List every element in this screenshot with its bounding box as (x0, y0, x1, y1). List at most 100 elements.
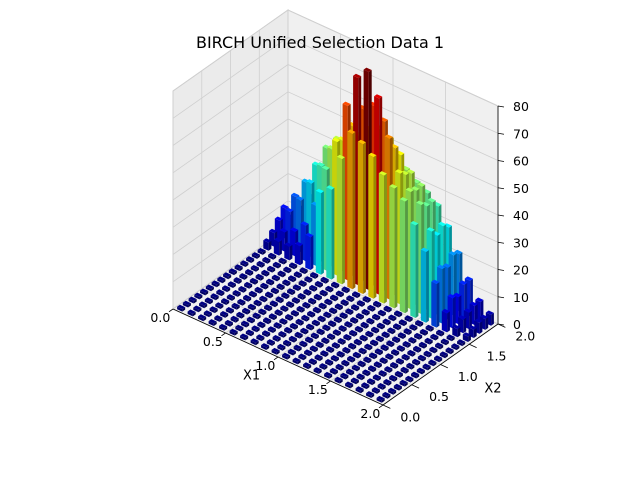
bar (309, 284, 318, 292)
bar-top-face (298, 280, 307, 285)
bar-front-face (294, 243, 301, 266)
bar-side-face (420, 322, 424, 327)
bar-top-face (330, 294, 339, 299)
bar (324, 371, 333, 379)
bar-front-face (294, 333, 300, 339)
bar-front-face (259, 297, 265, 303)
bar-side-face (320, 343, 324, 349)
bar-top-face (203, 310, 212, 315)
bar (367, 378, 376, 386)
bar-front-face (388, 389, 394, 395)
bar-front-face (203, 312, 210, 318)
bar-front-face (370, 341, 376, 347)
bar-side-face (272, 341, 275, 346)
bar-side-face (405, 369, 409, 374)
bar-side-face (236, 305, 240, 310)
bar (289, 322, 298, 330)
bar-side-face (441, 332, 445, 337)
bar-side-face (304, 269, 308, 275)
bar (294, 241, 303, 266)
bar-front-face (305, 234, 311, 270)
bar-front-face (283, 341, 289, 347)
bar-top-face (263, 238, 272, 243)
z-tick (497, 187, 505, 190)
bar-top-face (240, 333, 249, 338)
bar (354, 325, 363, 333)
bar-top-face (340, 372, 349, 378)
bar-top-face (325, 285, 334, 291)
bar (304, 276, 313, 283)
bar-front-face (235, 326, 241, 332)
bar-side-face (383, 372, 387, 377)
bar (419, 328, 428, 336)
bar-top-face (285, 314, 294, 319)
bar-top-face (274, 309, 283, 314)
bar-front-face (297, 295, 303, 300)
bar-front-face (233, 279, 239, 284)
bar-front-face (413, 347, 419, 353)
bar-front-face (285, 316, 291, 321)
bar (253, 299, 262, 307)
bar-side-face (270, 293, 274, 299)
bar-top-face (211, 280, 220, 285)
bar-front-face (209, 308, 215, 314)
bar-top-face (239, 273, 248, 278)
bar (347, 355, 356, 363)
bar (289, 262, 298, 270)
bar-front-face (383, 381, 389, 386)
bar (314, 354, 323, 362)
bar (271, 274, 280, 282)
bar-top-face (335, 363, 344, 369)
bar-top-face (266, 339, 275, 344)
bar-top-face (215, 302, 224, 307)
bar-top-face (222, 285, 231, 290)
bar-top-face (249, 277, 258, 283)
bar-front-face (363, 358, 369, 364)
y-tick-label: 0.5 (429, 389, 449, 404)
bar (452, 324, 461, 338)
bar-top-face (357, 139, 366, 145)
bar-front-face (322, 326, 328, 332)
bar-side-face (232, 296, 235, 301)
bar-front-face (193, 307, 199, 313)
bar (384, 366, 393, 373)
bar-front-face (204, 299, 211, 305)
x-tick-label: 2.0 (360, 406, 380, 421)
bar (284, 242, 293, 261)
bar-side-face (327, 326, 331, 332)
bar (288, 275, 297, 283)
bar-side-face (268, 319, 272, 325)
bar-top-face (398, 319, 407, 324)
bar (336, 154, 345, 285)
bar-side-face (308, 291, 312, 296)
bar-front-face (351, 306, 357, 311)
bar-front-face (462, 334, 469, 342)
bar-front-face (436, 331, 442, 337)
bar-side-face (363, 142, 366, 294)
x-tick (326, 380, 331, 385)
bar-front-face (354, 327, 361, 333)
bar-front-face (347, 131, 353, 290)
bar (373, 300, 382, 308)
bar-side-face (357, 367, 360, 372)
bar-side-face (370, 333, 374, 338)
bar (250, 338, 259, 346)
bar-top-face (250, 338, 259, 343)
bar (341, 359, 350, 367)
bar-top-face (363, 67, 372, 72)
bar-side-face (256, 327, 260, 333)
bar-front-face (288, 337, 295, 343)
bar-top-face (216, 289, 225, 294)
x-tick (273, 356, 279, 361)
bar-top-face (411, 371, 420, 376)
bar-front-face (376, 324, 383, 330)
bar-top-face (273, 237, 282, 242)
bar-top-face (285, 207, 294, 213)
bar-front-face (279, 320, 285, 325)
bar-top-face (313, 293, 322, 299)
bar (239, 273, 248, 280)
bar-top-face (341, 286, 350, 291)
bar (380, 344, 389, 352)
bar (257, 321, 266, 329)
bar-top-face (320, 276, 329, 282)
